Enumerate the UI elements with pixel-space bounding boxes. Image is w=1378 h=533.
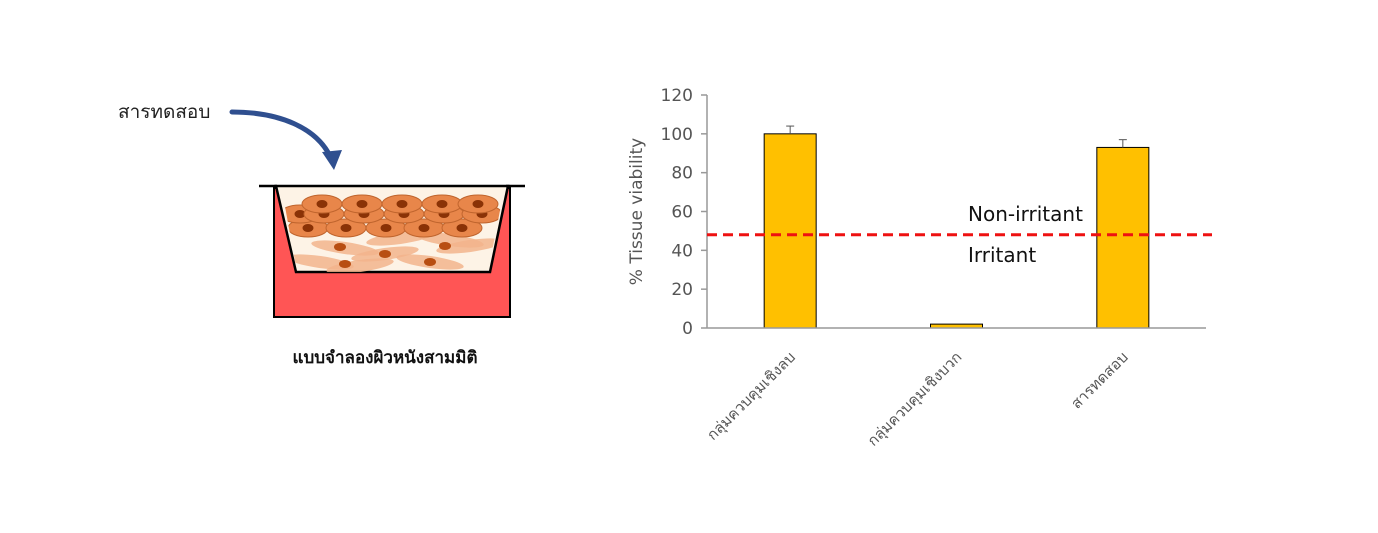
skin-model-illustration: สารทดสอบ แบบจำลองผิวหนังสามมิติ <box>118 101 525 368</box>
keratinocyte-nucleus <box>316 200 328 208</box>
keratinocyte-nucleus <box>340 224 352 232</box>
fibroblast-nucleus <box>439 242 451 250</box>
y-tick-label: 120 <box>661 86 693 106</box>
y-axis: 0 20 40 60 80 100 120 <box>661 86 708 339</box>
keratinocyte-nucleus <box>472 200 484 208</box>
dermal-fibroblasts <box>286 230 504 272</box>
keratinocyte-nucleus <box>294 210 306 218</box>
fibroblast-nucleus <box>424 258 436 266</box>
test-substance-label: สารทดสอบ <box>118 101 210 123</box>
fibroblast-nucleus <box>334 243 346 251</box>
fibroblast-nucleus <box>339 260 351 268</box>
skin-model-caption: แบบจำลองผิวหนังสามมิติ <box>293 348 478 368</box>
y-tick-label: 80 <box>671 164 693 184</box>
culture-insert <box>259 184 525 318</box>
viability-chart: 0 20 40 60 80 100 120 % Tissue viability กลุ่ม… <box>627 86 1212 450</box>
y-tick-label: 20 <box>671 280 693 300</box>
keratinocyte-nucleus <box>396 200 408 208</box>
bars <box>763 125 1150 329</box>
y-tick-label: 0 <box>682 319 693 339</box>
y-tick-label: 100 <box>661 125 693 145</box>
arrow-head-icon <box>322 150 342 170</box>
keratinocyte-nucleus <box>418 224 430 232</box>
non-irritant-label: Non-irritant <box>968 202 1083 226</box>
keratinocyte-nucleus <box>380 224 392 232</box>
keratinocyte-nucleus <box>436 200 448 208</box>
x-category-label: กลุ่มควบคุมเชิงบวก <box>864 348 966 450</box>
keratinocyte-nucleus <box>356 200 368 208</box>
keratinocyte-cells <box>282 194 503 238</box>
x-category-label: กลุ่มควบคุมเชิงลบ <box>703 348 799 444</box>
y-tick-label: 60 <box>671 203 693 223</box>
y-axis-title: % Tissue viability <box>627 138 647 285</box>
fibroblast-cell <box>326 258 394 272</box>
fibroblast-nucleus <box>379 250 391 258</box>
x-category-label: สารทดสอบ <box>1067 348 1131 412</box>
keratinocyte-nucleus <box>302 224 314 232</box>
arrow-icon <box>229 109 333 159</box>
y-tick-label: 40 <box>671 241 693 261</box>
bar <box>1096 146 1150 329</box>
bar <box>763 133 817 329</box>
keratinocyte-nucleus <box>456 224 468 232</box>
irritant-label: Irritant <box>968 243 1036 267</box>
x-axis-categories: กลุ่มควบคุมเชิงลบ กลุ่มควบคุมเชิงบวก สารทด… <box>703 348 1131 450</box>
